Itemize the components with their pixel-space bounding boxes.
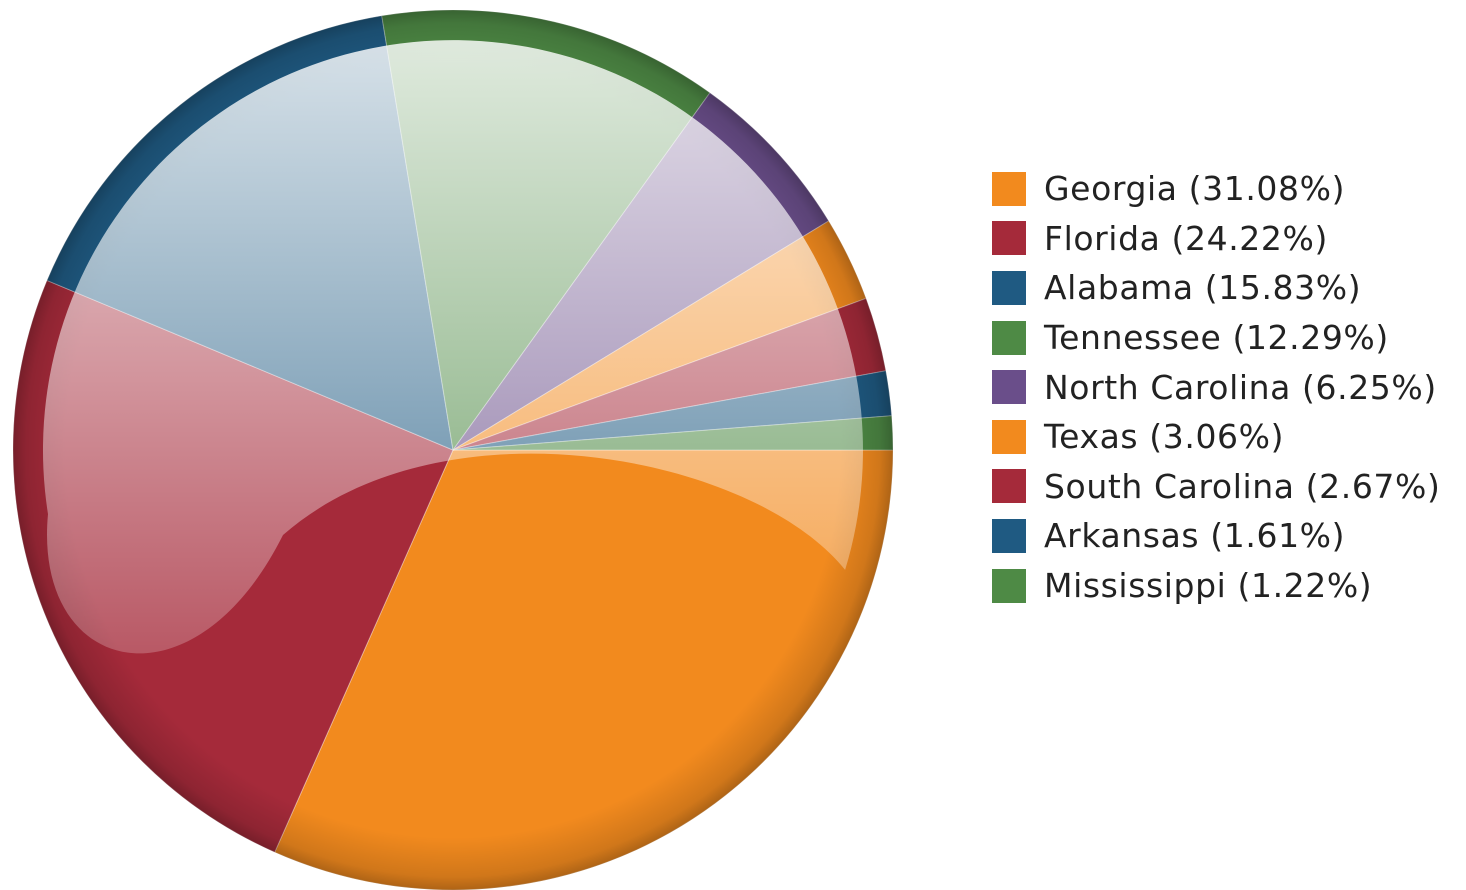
legend-swatch xyxy=(992,171,1026,206)
legend-item-arkansas[interactable]: Arkansas (1.61%) xyxy=(992,511,1440,561)
legend-item-south-carolina[interactable]: South Carolina (2.67%) xyxy=(992,462,1440,512)
legend-swatch xyxy=(992,270,1026,305)
legend-swatch xyxy=(992,221,1026,256)
legend-swatch xyxy=(992,370,1026,405)
legend-label: Tennessee (12.29%) xyxy=(1044,318,1389,358)
legend-item-north-carolina[interactable]: North Carolina (6.25%) xyxy=(992,362,1440,412)
legend-swatch xyxy=(992,320,1026,355)
legend-item-texas[interactable]: Texas (3.06%) xyxy=(992,412,1440,462)
legend-swatch xyxy=(992,469,1026,504)
legend-label: Arkansas (1.61%) xyxy=(1044,516,1346,556)
legend: Georgia (31.08%) Florida (24.22%) Alabama … xyxy=(992,164,1440,610)
legend-item-georgia[interactable]: Georgia (31.08%) xyxy=(992,164,1440,214)
legend-label: Texas (3.06%) xyxy=(1044,417,1285,457)
legend-swatch xyxy=(992,419,1026,454)
legend-swatch xyxy=(992,518,1026,553)
legend-swatch xyxy=(992,568,1026,603)
legend-label: Mississippi (1.22%) xyxy=(1044,566,1373,606)
legend-label: Florida (24.22%) xyxy=(1044,218,1328,258)
pie-slices xyxy=(12,9,894,890)
legend-label: Georgia (31.08%) xyxy=(1044,169,1346,209)
legend-item-mississippi[interactable]: Mississippi (1.22%) xyxy=(992,561,1440,611)
legend-label: North Carolina (6.25%) xyxy=(1044,367,1437,407)
legend-label: Alabama (15.83%) xyxy=(1044,268,1362,308)
legend-item-florida[interactable]: Florida (24.22%) xyxy=(992,214,1440,264)
legend-item-tennessee[interactable]: Tennessee (12.29%) xyxy=(992,313,1440,363)
legend-label: South Carolina (2.67%) xyxy=(1044,466,1441,506)
legend-item-alabama[interactable]: Alabama (15.83%) xyxy=(992,263,1440,313)
